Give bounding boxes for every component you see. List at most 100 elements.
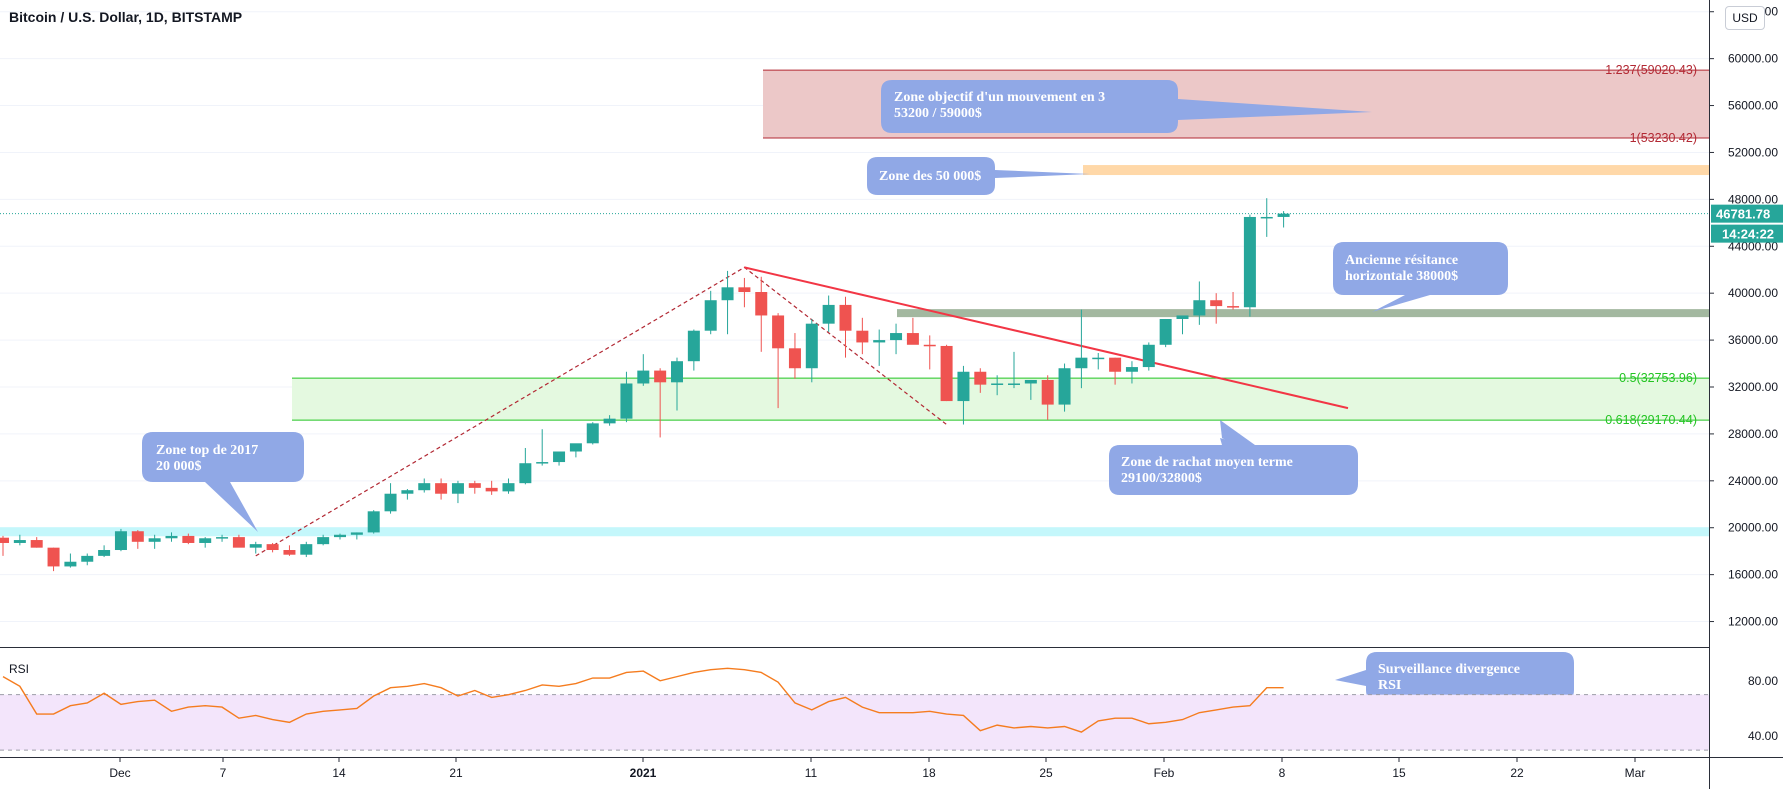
candle	[788, 333, 801, 379]
candle	[704, 290, 717, 335]
callout-target-zone[interactable]: Zone objectif d'un mouvement en 3 53200 …	[881, 80, 1372, 133]
candle	[536, 429, 549, 466]
price-tick-label: 28000.00	[1728, 427, 1778, 441]
candle	[940, 344, 953, 402]
candle-body	[1227, 306, 1240, 308]
time-tick-label: Dec	[109, 766, 130, 780]
candle-body	[1125, 367, 1138, 372]
candle-body	[1024, 379, 1037, 384]
candle	[384, 483, 397, 514]
candle	[654, 368, 667, 438]
candle	[367, 510, 380, 534]
candle	[620, 371, 633, 423]
time-axis[interactable]: Dec 7 14 21 2021 11 18 25 Feb 8 15 22 Mar	[109, 757, 1645, 780]
candle	[468, 480, 481, 494]
resistance-band	[897, 309, 1709, 318]
candle	[890, 323, 903, 355]
candle-body	[165, 535, 178, 539]
candle	[485, 480, 498, 495]
candle-body	[350, 532, 363, 535]
candle-body	[300, 544, 313, 555]
candle	[957, 365, 970, 425]
candle	[1092, 352, 1105, 370]
time-tick-label: Feb	[1154, 766, 1175, 780]
candle-body	[418, 483, 431, 491]
callout-target-zone-line1: Zone objectif d'un mouvement en 3	[894, 90, 1105, 105]
candle	[974, 368, 987, 393]
candle-body	[1193, 300, 1206, 316]
candle-body	[1277, 213, 1290, 217]
time-tick-label: 8	[1279, 766, 1286, 780]
candle	[1210, 293, 1223, 324]
price-axis[interactable]: 12000.00 16000.00 20000.00 24000.00 28000.00…	[1709, 5, 1778, 629]
candle	[1277, 211, 1290, 228]
currency-button[interactable]: USD	[1725, 6, 1765, 30]
candle-body	[654, 370, 667, 383]
candle	[148, 534, 161, 549]
candle-body	[384, 493, 397, 512]
callout-old-resistance-line1: Ancienne résitance	[1345, 253, 1458, 268]
callout-old-resistance[interactable]: Ancienne résitance horizontale 38000$	[1333, 242, 1508, 312]
callout-old-resistance-bubble	[1333, 242, 1508, 312]
price-tick-label: 40000.00	[1728, 286, 1778, 300]
candle	[350, 532, 363, 540]
callout-buyback-zone-line1: Zone de rachat moyen terme	[1121, 455, 1293, 470]
candle	[300, 541, 313, 558]
candle	[114, 528, 127, 552]
callout-buyback-zone-line2: 29100/32800$	[1121, 471, 1202, 486]
candle	[772, 313, 785, 409]
candle	[1041, 375, 1054, 420]
time-tick-label: 18	[922, 766, 936, 780]
candle	[451, 480, 464, 504]
callout-zone-50k[interactable]: Zone des 50 000$	[867, 157, 1090, 195]
candle-body	[536, 462, 549, 464]
candle-body	[1260, 216, 1273, 219]
callout-rsi-divergence[interactable]: Surveillance divergence RSI	[1335, 652, 1574, 701]
callout-buyback-zone[interactable]: Zone de rachat moyen terme 29100/32800$	[1109, 420, 1358, 495]
candle-body	[923, 344, 936, 347]
candle-body	[974, 371, 987, 385]
candle-body	[148, 538, 161, 542]
callout-rsi-divergence-line2: RSI	[1378, 678, 1401, 693]
candle-body	[232, 537, 245, 548]
candle-body	[805, 323, 818, 369]
callout-top-2017[interactable]: Zone top de 2017 20 000$	[142, 432, 304, 532]
candle	[249, 541, 262, 554]
candle-body	[334, 534, 346, 538]
price-tick-label: 20000.00	[1728, 521, 1778, 535]
time-tick-label: 21	[449, 766, 463, 780]
candle-body	[738, 287, 751, 293]
descending-trendline[interactable]	[744, 266, 1349, 410]
price-tick-label: 36000.00	[1728, 333, 1778, 347]
candle-body	[468, 483, 481, 488]
candle-body	[1142, 344, 1155, 368]
callout-target-zone-bubble	[881, 80, 1372, 133]
candle	[687, 329, 700, 371]
candle	[519, 447, 532, 485]
fib-1-label: 1(53230.42)	[1630, 131, 1697, 145]
time-tick-label: 7	[220, 766, 227, 780]
candle	[435, 478, 448, 500]
candle-body	[435, 483, 448, 494]
callout-top-2017-line1: Zone top de 2017	[156, 443, 258, 458]
candle-body	[788, 348, 801, 369]
candle	[165, 532, 178, 542]
rsi-label: RSI	[9, 662, 29, 676]
last-price-value: 46781.78	[1716, 207, 1770, 222]
candle-body	[637, 370, 650, 384]
time-tick-label: 22	[1510, 766, 1524, 780]
candle	[0, 535, 9, 556]
candle	[671, 357, 683, 411]
candle	[738, 277, 751, 308]
rsi-axis[interactable]: 80.00 40.00	[1748, 674, 1778, 743]
candle	[334, 533, 346, 540]
candle-body	[266, 544, 279, 551]
candles	[0, 198, 1290, 572]
candle	[637, 354, 650, 386]
candle	[923, 335, 936, 370]
candle	[991, 375, 1004, 396]
last-price-tag	[1711, 204, 1783, 223]
candle	[1159, 318, 1172, 348]
countdown-tag	[1711, 224, 1783, 243]
